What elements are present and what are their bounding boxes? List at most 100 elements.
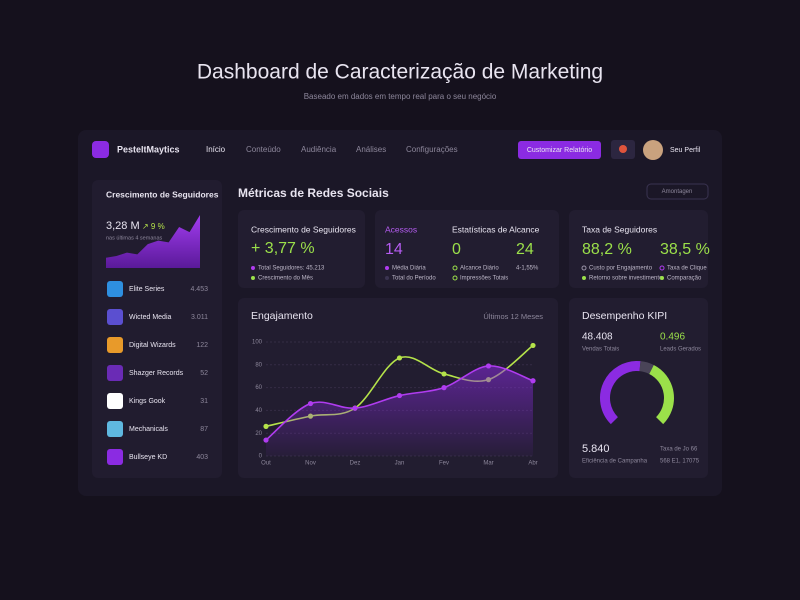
- point: [485, 363, 492, 369]
- card-value: 88,2 %: [582, 241, 632, 258]
- item-name[interactable]: Bullseye KD: [129, 454, 167, 461]
- filter-label[interactable]: Amontagen: [662, 189, 693, 195]
- x-tick-label: Fev: [439, 461, 449, 467]
- item-name[interactable]: Wicted Media: [129, 314, 172, 321]
- legend-text: Retorno sobre investimento: [589, 276, 663, 282]
- kpi-label: 568 E1, 17075: [660, 459, 700, 465]
- section-title: Métricas de Redes Sociais: [238, 186, 389, 200]
- legend-dot: [251, 266, 255, 270]
- item-value: 31: [200, 398, 208, 405]
- legend-text: Total Seguidores: 45.213: [258, 266, 325, 272]
- point: [396, 392, 403, 399]
- sidebar-value: 3,28 M: [106, 220, 140, 232]
- point: [263, 423, 269, 429]
- x-tick-label: Abr: [528, 461, 537, 467]
- item-name[interactable]: Elite Series: [129, 286, 165, 293]
- item-name[interactable]: Kings Gook: [129, 398, 166, 405]
- kpi-label: Leads Gerados: [660, 347, 701, 353]
- point: [263, 437, 269, 443]
- kpi-value: 48.408: [582, 332, 613, 343]
- nav-item[interactable]: Conteúdo: [246, 145, 281, 154]
- point: [530, 378, 536, 384]
- logo: [92, 141, 109, 158]
- button-label[interactable]: Customizar Relatório: [527, 147, 592, 154]
- nav-item[interactable]: Audiência: [301, 145, 337, 154]
- point: [352, 405, 358, 411]
- brand: PesteltMaytics: [117, 144, 180, 154]
- sidebar-change: ↗ 9 %: [142, 222, 165, 231]
- x-tick-label: Dez: [350, 461, 361, 467]
- nav-item[interactable]: Configurações: [406, 145, 458, 154]
- item-value: 4.453: [190, 286, 208, 293]
- point: [441, 385, 447, 391]
- chart-period[interactable]: Últimos 12 Meses: [483, 312, 543, 321]
- legend-dot: [251, 276, 255, 280]
- button[interactable]: [518, 141, 601, 159]
- card: [569, 210, 708, 288]
- point: [396, 355, 403, 361]
- x-tick-label: Out: [261, 461, 271, 467]
- item-icon: [107, 421, 123, 437]
- item-icon: [107, 365, 123, 381]
- legend-dot: [582, 276, 586, 280]
- legend-text: Total do Período: [392, 276, 436, 282]
- y-tick-label: 0: [259, 454, 263, 460]
- card-value: 24: [516, 241, 534, 258]
- item-value: 52: [200, 370, 208, 377]
- card-tab[interactable]: Acessos: [385, 224, 417, 234]
- line-area: [266, 365, 533, 456]
- donut-segment: [639, 361, 654, 375]
- card-title: Estatísticas de Alcance: [452, 224, 540, 234]
- page-title: Dashboard de Caracterização de Marketing: [197, 61, 603, 84]
- legend-dot: [660, 276, 664, 280]
- legend-dot: [452, 275, 458, 281]
- item-value: 122: [196, 342, 208, 349]
- legend-text: Impressões Totais: [460, 276, 508, 282]
- kpi-value: 0.496: [660, 332, 685, 343]
- legend-dot: [659, 265, 665, 271]
- x-tick-label: Jan: [395, 461, 405, 467]
- y-tick-label: 40: [255, 408, 262, 414]
- item-icon: [107, 449, 123, 465]
- item-value: 3.011: [191, 314, 208, 321]
- kpi-card: [569, 298, 708, 478]
- profile[interactable]: Seu Perfil: [670, 147, 701, 154]
- item-name[interactable]: Digital Wizards: [129, 342, 176, 349]
- point: [530, 342, 536, 349]
- legend-dot: [581, 265, 587, 271]
- item-icon: [107, 337, 123, 353]
- kpi-value: 5.840: [582, 443, 610, 455]
- kpi-label: Vendas Totais: [582, 347, 619, 353]
- nav-item[interactable]: Início: [206, 145, 226, 154]
- point: [441, 371, 447, 377]
- card: [375, 210, 559, 288]
- point: [307, 400, 314, 407]
- y-tick-label: 20: [255, 431, 262, 437]
- donut-segment: [648, 365, 674, 425]
- item-name[interactable]: Mechanicals: [129, 426, 168, 433]
- y-tick-label: 60: [255, 385, 262, 391]
- legend-dot: [385, 266, 389, 270]
- sidebar-title: Crescimento de Seguidores: [106, 189, 219, 199]
- card-value: 0: [452, 241, 461, 258]
- mini-area: [106, 215, 200, 268]
- nav-item[interactable]: Análises: [356, 145, 386, 154]
- item-name[interactable]: Shazger Records: [129, 370, 184, 377]
- item-value: 87: [200, 426, 208, 433]
- filter[interactable]: [646, 183, 709, 200]
- x-tick-label: Nov: [305, 461, 316, 467]
- legend-text: Taxa de Clique: [667, 266, 707, 272]
- item-icon: [107, 281, 123, 297]
- legend-text: Média Diária: [392, 266, 426, 272]
- legend-text: Alcance Diário: [460, 266, 499, 272]
- avatar[interactable]: [643, 140, 663, 160]
- item-value: 403: [196, 454, 208, 461]
- card: [238, 210, 365, 288]
- card-value: + 3,77 %: [251, 240, 315, 257]
- page-subtitle: Baseado em dados em tempo real para o se…: [304, 92, 497, 101]
- card-title: Crescimento de Seguidores: [251, 224, 356, 234]
- bell: [619, 145, 627, 153]
- y-tick-label: 80: [255, 362, 262, 368]
- item-icon: [107, 393, 123, 409]
- card-value: 14: [385, 241, 403, 258]
